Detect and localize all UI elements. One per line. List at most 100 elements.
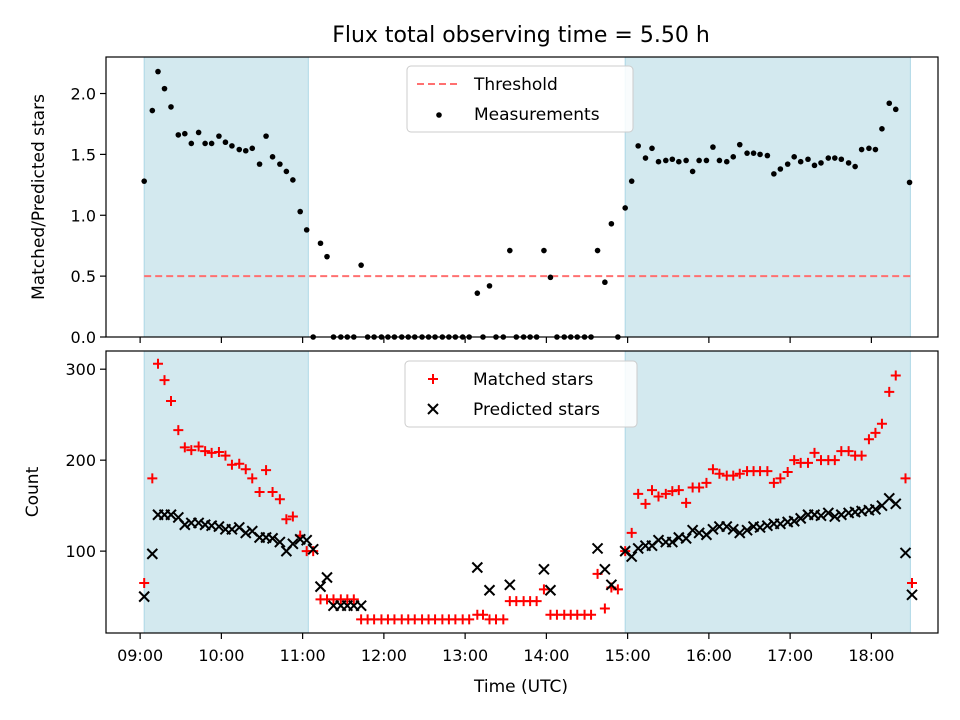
measurement-point bbox=[683, 157, 689, 164]
matched-star-point bbox=[308, 546, 319, 557]
measurement-point bbox=[202, 140, 208, 147]
predicted-star-point bbox=[300, 534, 313, 546]
matched-star-point bbox=[139, 577, 150, 588]
observing-interval-shade bbox=[624, 56, 911, 338]
legend-matched-swatch bbox=[428, 374, 438, 384]
matched-star-point bbox=[240, 464, 251, 475]
matched-star-point bbox=[159, 375, 170, 386]
measurement-point bbox=[208, 140, 215, 147]
matched-star-point bbox=[673, 485, 684, 496]
matched-star-point bbox=[728, 470, 739, 481]
y-tick-label: 1.0 bbox=[71, 206, 96, 225]
predicted-star-point bbox=[869, 503, 882, 515]
matched-star-point bbox=[267, 487, 278, 497]
observing-interval-shade bbox=[143, 56, 309, 338]
measurement-point bbox=[703, 157, 710, 164]
matched-star-point bbox=[586, 609, 597, 620]
measurement-point bbox=[872, 146, 879, 153]
matched-star-point bbox=[247, 473, 258, 484]
matched-star-point bbox=[863, 434, 874, 445]
predicted-star-point bbox=[599, 563, 611, 576]
matched-star-point bbox=[147, 473, 158, 484]
matched-star-point bbox=[254, 487, 265, 497]
measurement-point bbox=[216, 133, 222, 139]
measurement-point bbox=[655, 158, 662, 165]
predicted-star-point bbox=[138, 590, 150, 603]
predicted-star-point bbox=[321, 571, 333, 584]
measurement-point bbox=[642, 155, 649, 161]
measurement-point bbox=[277, 161, 283, 167]
predicted-star-point bbox=[822, 507, 835, 519]
predicted-star-point bbox=[727, 523, 739, 536]
measurement-point bbox=[222, 139, 229, 146]
measurement-point bbox=[852, 163, 858, 170]
measurement-point bbox=[155, 68, 161, 75]
matched-star-point bbox=[803, 457, 813, 468]
measurement-point bbox=[805, 156, 811, 163]
x-tick-label: 17:00 bbox=[767, 646, 813, 665]
axes-frame bbox=[105, 56, 939, 338]
measurement-point bbox=[689, 168, 696, 175]
measurement-point bbox=[757, 151, 763, 158]
matched-star-point bbox=[870, 427, 881, 438]
measurement-point bbox=[750, 150, 757, 156]
measurement-point bbox=[195, 129, 202, 136]
matched-star-point bbox=[647, 485, 657, 496]
matched-star-point bbox=[890, 370, 901, 381]
measurement-point bbox=[269, 154, 276, 160]
legend-measurement-swatch bbox=[436, 112, 442, 118]
matched-star-point bbox=[900, 473, 911, 484]
measurement-point bbox=[906, 179, 913, 186]
measurement-point bbox=[710, 144, 716, 150]
matched-star-point bbox=[714, 468, 725, 479]
predicted-star-point bbox=[314, 580, 327, 593]
predicted-star-point bbox=[591, 542, 604, 555]
matched-star-point bbox=[775, 473, 786, 484]
matched-star-point bbox=[478, 609, 488, 620]
measurement-point bbox=[175, 132, 182, 138]
x-axis-label: Time (UTC) bbox=[473, 677, 568, 697]
predicted-star-point bbox=[741, 524, 753, 536]
legend-matched-label: Matched stars bbox=[473, 370, 593, 390]
measurement-point bbox=[797, 158, 804, 165]
measurement-point bbox=[892, 106, 899, 113]
matched-star-point bbox=[653, 491, 664, 502]
matched-star-point bbox=[200, 446, 211, 457]
legend-measurement-label: Measurements bbox=[474, 105, 600, 125]
predicted-star-point bbox=[538, 563, 550, 576]
matched-star-point bbox=[538, 584, 549, 595]
x-tick-label: 11:00 bbox=[280, 646, 326, 665]
measurement-point bbox=[541, 247, 547, 254]
predicted-star-point bbox=[890, 498, 902, 510]
ratio-panel: 0.0 0.5 1.0 1.5 2.0 Matched/Predicted stars Th… bbox=[29, 56, 939, 347]
measurement-point bbox=[290, 177, 296, 183]
predicted-star-point bbox=[287, 538, 299, 550]
matched-star-point bbox=[173, 425, 184, 436]
measurement-point bbox=[594, 247, 601, 254]
measurement-point bbox=[744, 150, 750, 156]
measurement-point bbox=[358, 262, 364, 268]
predicted-star-point bbox=[680, 532, 692, 545]
measurement-point bbox=[141, 178, 147, 184]
matched-star-point bbox=[599, 603, 610, 614]
measurement-point bbox=[845, 160, 852, 166]
measurement-point bbox=[628, 178, 635, 184]
x-tick-label: 15:00 bbox=[605, 646, 651, 665]
matched-star-point bbox=[707, 464, 718, 475]
y-axis-label: Matched/Predicted stars bbox=[29, 94, 49, 300]
matched-star-point bbox=[186, 445, 197, 456]
measurement-point bbox=[777, 166, 784, 172]
measurement-point bbox=[696, 157, 702, 164]
predicted-star-point bbox=[815, 509, 827, 522]
x-tick-label: 13:00 bbox=[442, 646, 488, 665]
matched-star-point bbox=[876, 418, 887, 429]
matched-star-point bbox=[907, 577, 917, 588]
matched-star-point bbox=[166, 396, 176, 407]
measurement-point bbox=[838, 156, 845, 163]
legend: Matched stars Predicted stars bbox=[404, 360, 638, 428]
predicted-star-point bbox=[707, 523, 719, 536]
predicted-star-point bbox=[829, 510, 841, 523]
matched-star-point bbox=[694, 482, 705, 493]
predicted-star-point bbox=[605, 579, 618, 591]
x-tick-label: 12:00 bbox=[361, 646, 407, 665]
